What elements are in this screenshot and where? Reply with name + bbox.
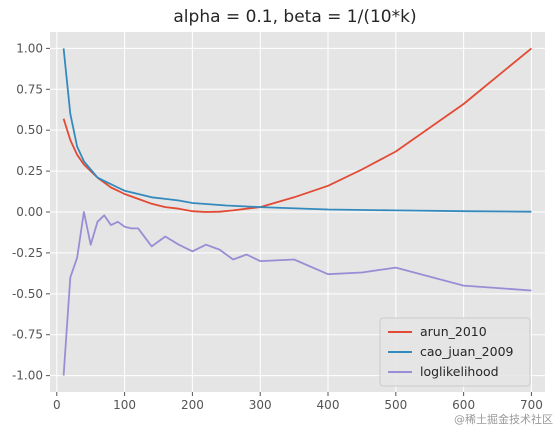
y-axis-ticks: 1.00 0.75 0.50 0.25 0.00 -0.25 -0.50 -0.75 -1.00 (12, 41, 50, 383)
y-tick-label: 0.50 (16, 123, 43, 137)
y-tick-label: -1.00 (12, 369, 43, 383)
chart-title: alpha = 0.1, beta = 1/(10*k) (173, 7, 416, 27)
y-tick-label: 1.00 (16, 41, 43, 55)
x-tick-label: 500 (384, 398, 407, 412)
watermark: @稀土掘金技术社区 (454, 413, 553, 426)
series-line-cao_juan_2009 (62, 48, 532, 213)
y-tick-label: -0.50 (12, 287, 43, 301)
legend-box (379, 317, 531, 387)
y-tick-label: -0.75 (12, 328, 43, 342)
y-tick-label: -0.25 (12, 246, 43, 260)
y-tick-label: 0.25 (16, 164, 43, 178)
x-axis-ticks: 0 100 200 300 400 500 600 700 (53, 392, 543, 412)
legend: arun_2010 cao_juan_2009 loglikelihood (379, 317, 531, 387)
x-tick-label: 100 (113, 398, 136, 412)
x-tick-label: 600 (452, 398, 475, 412)
x-tick-label: 0 (53, 398, 61, 412)
series-group (62, 47, 532, 376)
y-tick-label: 0.75 (16, 82, 43, 96)
y-tick-label: 0.00 (16, 205, 43, 219)
legend-label: arun_2010 (420, 324, 487, 339)
x-tick-label: 700 (520, 398, 543, 412)
legend-label: cao_juan_2009 (420, 344, 514, 359)
grid (50, 32, 545, 392)
series-line-loglikelihood (62, 211, 532, 376)
x-tick-label: 200 (181, 398, 204, 412)
x-tick-label: 300 (249, 398, 272, 412)
x-tick-label: 400 (317, 398, 340, 412)
legend-label: loglikelihood (420, 364, 499, 379)
